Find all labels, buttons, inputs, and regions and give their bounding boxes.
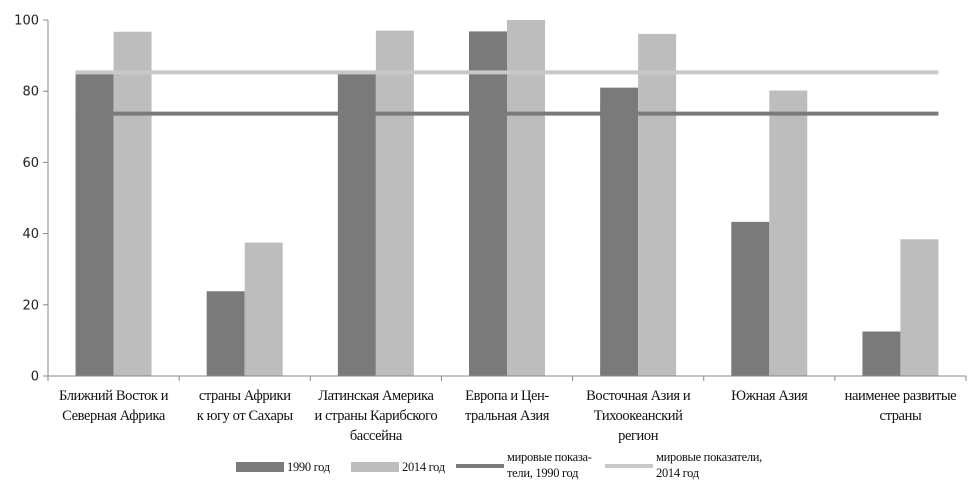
category-label-line: тральная Азия: [465, 408, 550, 424]
legend-label-line: 2014 год: [656, 466, 700, 480]
bar-2014: [638, 33, 677, 376]
category-label-line: Восточная Азия и: [586, 388, 691, 404]
category-label-line: Южная Азия: [731, 388, 808, 404]
bar-1990: [862, 331, 901, 376]
bar-1990: [600, 87, 639, 376]
y-tick-label: 20: [22, 298, 39, 313]
bar-1990: [206, 291, 245, 376]
category-label-line: Европа и Цен-: [465, 388, 549, 404]
y-tick-label: 40: [22, 227, 39, 242]
legend-2014-label: 2014 год: [402, 460, 446, 474]
category-label-line: к югу от Сахары: [197, 408, 294, 424]
legend-world-2014-label: мировые показатели, 2014 год: [656, 450, 762, 480]
legend: 1990 год 2014 год мировые показа-тели, 199…: [236, 450, 762, 480]
bar-2014: [244, 242, 283, 376]
y-tick-label: 100: [14, 14, 39, 29]
bar-1990: [469, 31, 507, 377]
legend-world-2014: мировые показатели, 2014 год: [605, 450, 762, 480]
category-label-line: и страны Карибского: [315, 408, 438, 424]
category-label: Южная Азия: [731, 388, 808, 404]
bars: [75, 20, 939, 377]
bar-1990: [731, 221, 770, 376]
category-label: Восточная Азия и Тихоокеанский регион: [586, 388, 691, 444]
legend-label-line: 2014 год: [402, 460, 446, 474]
y-tick-label: 0: [31, 370, 39, 385]
category-label: Латинская Америка и страны Карибского басс…: [315, 388, 438, 444]
category-label: страны Африки к югу от Сахары: [197, 388, 294, 424]
category-label-line: наименее развитые: [845, 388, 957, 404]
bar-2014: [507, 20, 545, 376]
bar-1990: [75, 71, 114, 377]
legend-2014: 2014 год: [351, 460, 446, 474]
legend-label-line: тели, 1990 год: [507, 466, 579, 480]
bar-2014: [113, 31, 152, 377]
category-label-line: Тихоокеанский: [594, 408, 683, 424]
legend-2014-swatch: [351, 462, 399, 472]
legend-world-1990-label: мировые показа-тели, 1990 год: [507, 450, 592, 480]
legend-1990: 1990 год: [236, 460, 331, 474]
axes: [47, 20, 967, 381]
category-label-line: страны Африки: [199, 388, 291, 404]
category-label-line: регион: [618, 428, 659, 444]
legend-world-1990: мировые показа-тели, 1990 год: [456, 450, 592, 480]
bar-2014: [900, 239, 939, 376]
category-label-line: бассейна: [350, 428, 403, 444]
category-label: Европа и Цен-тральная Азия: [465, 388, 550, 424]
category-label-line: Ближний Восток и: [59, 388, 169, 404]
legend-label-line: мировые показа-: [507, 450, 592, 464]
category-label: наименее развитые страны: [845, 388, 957, 424]
y-tick-label: 60: [22, 156, 39, 171]
bar-2014: [375, 30, 414, 377]
category-label-line: Северная Африка: [62, 408, 166, 424]
y-axis-ticks: 0 20 40 60 80 100: [14, 14, 48, 385]
legend-label-line: 1990 год: [287, 460, 331, 474]
category-labels: Ближний Восток и Северная Африка страны Аф…: [59, 388, 957, 444]
legend-1990-swatch: [236, 462, 284, 472]
reference-lines: [75, 70, 939, 116]
legend-label-line: мировые показатели,: [656, 450, 762, 464]
legend-1990-label: 1990 год: [287, 460, 331, 474]
bar-2014: [769, 90, 808, 376]
category-label-line: Латинская Америка: [318, 388, 434, 404]
y-tick-label: 80: [22, 85, 39, 100]
bar-1990: [337, 74, 376, 376]
category-label-line: страны: [880, 408, 922, 424]
category-label: Ближний Восток и Северная Африка: [59, 388, 169, 424]
